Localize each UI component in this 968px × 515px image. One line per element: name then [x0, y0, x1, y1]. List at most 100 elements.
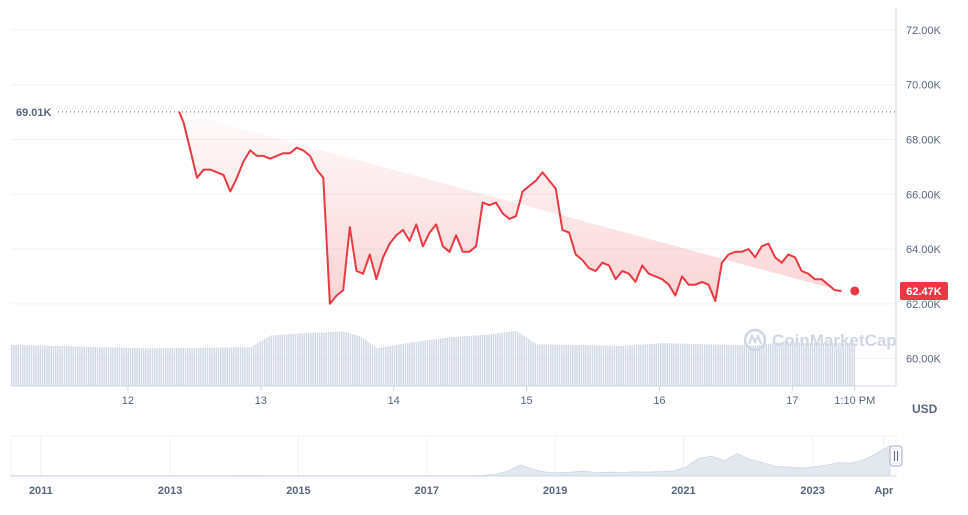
volume-bar [13, 344, 15, 386]
volume-bar [741, 345, 743, 386]
volume-bar [349, 333, 352, 386]
volume-bar [90, 346, 92, 386]
volume-bar [250, 346, 253, 386]
last-price-label: 62.47K [906, 286, 942, 298]
volume-bar [422, 340, 424, 386]
volume-bar [310, 332, 312, 386]
volume-bar [646, 344, 649, 386]
volume-bar [495, 333, 497, 386]
volume-bar [748, 345, 750, 386]
volume-bar [167, 348, 169, 386]
volume-bar [301, 333, 303, 386]
volume-bar [343, 331, 345, 386]
volume-bar [657, 343, 660, 386]
volume-bar [820, 343, 822, 386]
volume-bar [853, 343, 855, 386]
navigator-tick-label: 2019 [543, 485, 567, 497]
volume-bar [589, 345, 591, 386]
volume-bar [352, 334, 354, 386]
volume-bar [809, 343, 811, 386]
volume-bar [184, 347, 187, 386]
x-tick-label: 12 [122, 395, 134, 407]
volume-bar [712, 344, 715, 386]
volume-bar [785, 342, 787, 386]
volume-bar [217, 347, 220, 386]
volume-bar [264, 339, 266, 386]
volume-bar [272, 335, 275, 386]
volume-bar [605, 345, 607, 386]
volume-bar [354, 334, 356, 386]
volume-bar [420, 341, 422, 386]
navigator-handle[interactable] [889, 445, 903, 467]
volume-bar [660, 343, 662, 386]
volume-bar [79, 346, 81, 386]
watermark-text: CoinMarketCap [772, 331, 897, 350]
volume-bar [818, 343, 820, 386]
volume-bar [706, 344, 708, 386]
volume-bar [321, 332, 323, 386]
volume-bar [561, 344, 563, 386]
volume-bar [807, 343, 809, 386]
volume-bar [101, 347, 103, 386]
volume-bar [569, 344, 572, 386]
volume-bar [255, 344, 257, 386]
volume-bar [684, 343, 686, 386]
volume-bar [473, 335, 475, 386]
volume-bar [437, 338, 440, 386]
volume-bar [789, 342, 792, 386]
reference-price-label: 69.01K [16, 107, 52, 119]
x-tick-label: 17 [786, 395, 798, 407]
volume-bar [827, 343, 829, 386]
volume-bar [717, 344, 719, 386]
volume-bar [466, 336, 468, 386]
volume-bar [598, 345, 600, 386]
volume-bar [525, 337, 528, 386]
volume-bar [382, 347, 385, 386]
volume-bar [719, 344, 721, 386]
volume-bar [140, 348, 143, 386]
volume-bar [488, 334, 490, 386]
volume-bar [338, 331, 341, 386]
volume-bar [173, 348, 176, 386]
volume-bar [266, 337, 268, 386]
time-navigator[interactable]: 2011 2013 2015 2017 2019 2021 2023 Apr [10, 435, 903, 497]
volume-bar [644, 344, 646, 386]
volume-bar [404, 343, 407, 386]
volume-bar [413, 341, 415, 386]
volume-bar [116, 347, 118, 386]
volume-bar [484, 334, 486, 386]
volume-bar [565, 344, 567, 386]
price-line-below-reference [178, 111, 842, 305]
volume-bar [567, 344, 569, 386]
volume-bar [847, 343, 849, 386]
volume-bar [750, 345, 752, 386]
volume-bar [288, 334, 290, 386]
volume-bar [107, 347, 110, 386]
volume-bar [745, 345, 748, 386]
volume-bar [686, 343, 688, 386]
volume-bar [737, 345, 739, 386]
volume-bar [607, 345, 609, 386]
volume-bar [400, 344, 402, 386]
volume-bar [143, 348, 145, 386]
volume-bar [545, 344, 547, 386]
volume-bar [407, 342, 409, 386]
volume-bar [156, 348, 158, 386]
volume-bar [389, 346, 391, 386]
volume-bar [431, 339, 433, 386]
volume-bar [792, 342, 794, 386]
volume-bar [523, 336, 525, 386]
volume-bar [237, 347, 239, 386]
volume-bar [816, 343, 818, 386]
volume-bar [165, 348, 167, 386]
volume-bar [787, 342, 789, 386]
volume-bar [257, 342, 259, 386]
volume-bar [679, 343, 682, 386]
volume-bar [613, 345, 616, 386]
volume-bar [666, 343, 668, 386]
volume-bar [88, 346, 90, 386]
volume-bar [426, 340, 429, 386]
volume-bar [664, 343, 666, 386]
y-tick-label: 70.00K [906, 80, 942, 92]
volume-bar [591, 345, 594, 386]
